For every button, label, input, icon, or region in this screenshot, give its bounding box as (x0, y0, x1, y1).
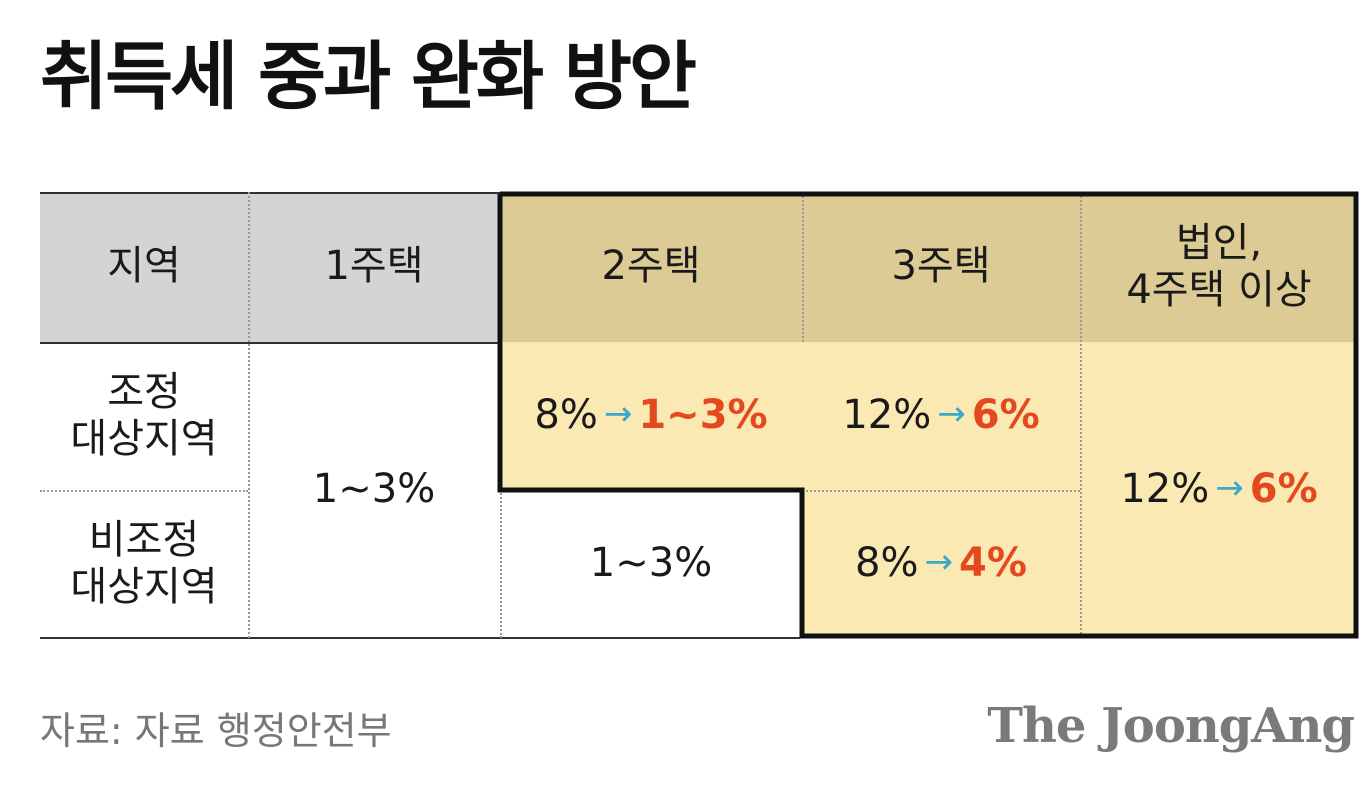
corp-four-plus-rate: 12% → 6% (1080, 342, 1358, 638)
two-house-adjusted: 8% → 1~3% (500, 342, 802, 490)
one-house-rate: 1~3% (248, 342, 500, 638)
col-divider (500, 490, 502, 638)
highlight-outline (497, 191, 1359, 639)
three-house-adjusted: 12% → 6% (802, 342, 1080, 490)
three-house-non-adjusted-old: 8% (855, 540, 919, 587)
two-house-adjusted-new: 1~3% (638, 392, 768, 439)
one-house-rate-text: 1~3% (312, 466, 436, 513)
table-bottom-rule (40, 637, 800, 639)
header-bottom-rule (40, 342, 500, 344)
three-house-adjusted-old: 12% (842, 392, 932, 439)
arrow-right-icon: → (937, 393, 966, 434)
arrow-right-icon: → (603, 393, 633, 434)
arrow-right-icon: → (1215, 467, 1244, 508)
table-top-rule (40, 192, 500, 194)
header-one-house: 1주택 (248, 192, 500, 342)
rate-table: 지역 1주택 2주택 3주택 법인, 4주택 이상 조정 대상지역 비조정 대상… (40, 191, 1359, 639)
two-house-non-adjusted-text: 1~3% (589, 540, 713, 587)
header-three-house-label: 3주택 (891, 243, 991, 290)
publisher-logo: The JoongAng (987, 698, 1355, 754)
header-one-house-label: 1주택 (324, 243, 424, 290)
corp-four-plus-old: 12% (1120, 466, 1210, 513)
row-label-non-adjusted: 비조정 대상지역 (40, 490, 248, 638)
col-divider (248, 192, 250, 638)
page-title: 취득세 중과 완화 방안 (40, 34, 697, 120)
col-divider (802, 192, 804, 342)
header-two-house-label: 2주택 (601, 243, 701, 290)
row-label-adjusted-text: 조정 대상지역 (70, 368, 218, 462)
two-house-adjusted-old: 8% (534, 392, 598, 439)
two-house-non-adjusted: 1~3% (500, 490, 802, 638)
source-note: 자료: 자료 행정안전부 (40, 709, 392, 753)
corp-four-plus-new: 6% (1249, 466, 1318, 513)
header-region-label: 지역 (107, 243, 181, 290)
row-label-non-adjusted-text: 비조정 대상지역 (70, 516, 218, 610)
header-corp-four-plus-label: 법인, 4주택 이상 (1126, 219, 1312, 313)
header-three-house: 3주택 (802, 192, 1080, 342)
three-house-non-adjusted-new: 4% (959, 540, 1027, 587)
header-region: 지역 (40, 192, 248, 342)
arrow-right-icon: → (924, 541, 954, 582)
three-house-adjusted-new: 6% (971, 392, 1040, 439)
header-two-house: 2주택 (500, 192, 802, 342)
row-divider (40, 490, 248, 492)
three-house-non-adjusted: 8% → 4% (802, 490, 1080, 638)
col-divider (1080, 192, 1082, 638)
header-corp-four-plus: 법인, 4주택 이상 (1080, 192, 1358, 342)
row-label-adjusted: 조정 대상지역 (40, 342, 248, 490)
row-divider (802, 490, 1080, 492)
